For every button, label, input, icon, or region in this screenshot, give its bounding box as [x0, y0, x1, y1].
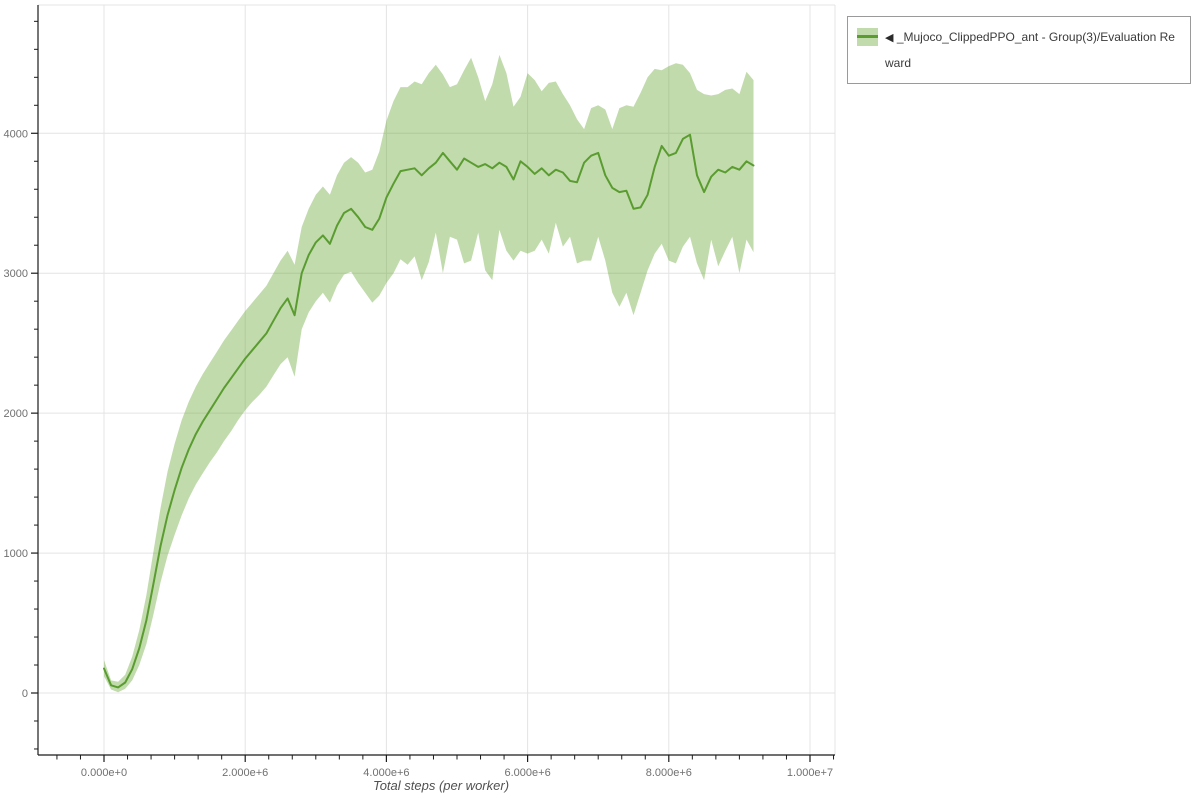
y-tick-label: 4000	[4, 128, 28, 140]
legend-line-swatch-icon	[857, 35, 878, 38]
mean-line-path	[103, 133, 755, 689]
y-tick-label: 3000	[4, 268, 28, 280]
legend-series-name: _Mujoco_ClippedPPO_ant - Group(3)/Evalua…	[885, 30, 1175, 70]
x-axis-label: Total steps (per worker)	[373, 778, 509, 793]
legend: ◀ _Mujoco_ClippedPPO_ant - Group(3)/Eval…	[847, 16, 1191, 84]
triangle-left-icon: ◀	[885, 32, 894, 44]
tick-labels: 0 1000 2000 3000 4000 0.000e+0 2.000e+6 4.000e+…	[4, 128, 834, 779]
gridlines	[38, 4, 836, 755]
y-tick-label: 2000	[4, 408, 28, 420]
legend-item[interactable]: ◀ _Mujoco_ClippedPPO_ant - Group(3)/Eval…	[857, 25, 1180, 76]
y-tick-label: 0	[22, 688, 28, 700]
axes	[31, 5, 835, 762]
x-tick-label: 0.000e+0	[81, 767, 127, 779]
series-confidence-band	[104, 54, 754, 693]
confidence-band-polygon	[104, 54, 754, 693]
legend-item-label: ◀ _Mujoco_ClippedPPO_ant - Group(3)/Eval…	[885, 25, 1180, 76]
x-tick-label: 1.000e+7	[787, 767, 833, 779]
x-tick-label: 6.000e+6	[505, 767, 551, 779]
y-tick-label: 1000	[4, 548, 28, 560]
legend-swatch	[857, 28, 878, 46]
x-tick-label: 2.000e+6	[222, 767, 268, 779]
x-tick-label: 8.000e+6	[646, 767, 692, 779]
x-tick-label: 4.000e+6	[363, 767, 409, 779]
series-mean-line	[103, 133, 755, 689]
